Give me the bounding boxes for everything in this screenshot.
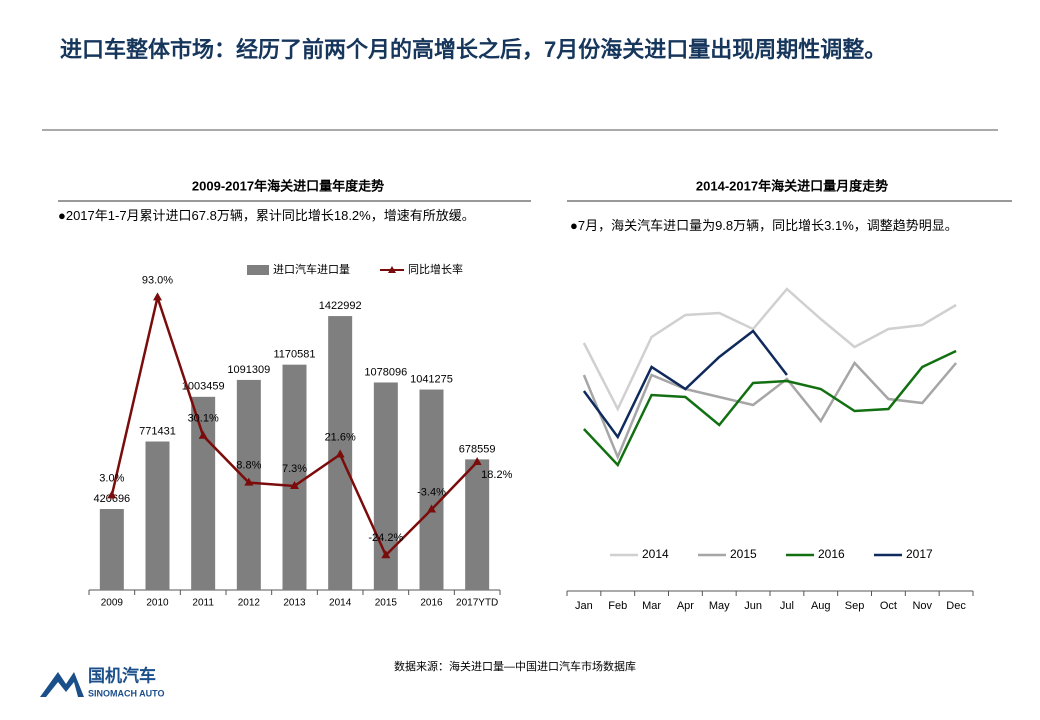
line-marker: [244, 477, 254, 486]
slide-title: 进口车整体市场：经历了前两个月的高增长之后，7月份海关进口量出现周期性调整。: [60, 37, 887, 62]
logo-icon: [46, 682, 78, 697]
data-label: 1091309: [227, 364, 270, 376]
bar: [373, 382, 398, 590]
data-label: 21.6%: [325, 431, 356, 443]
data-label: -3.4%: [417, 486, 446, 498]
chart-note: ●7月，海关汽车进口量为9.8万辆，同比增长3.1%，调整趋势明显。: [570, 218, 958, 233]
data-label: -24.2%: [368, 532, 403, 544]
data-label: 420696: [93, 493, 130, 505]
data-label: 8.8%: [236, 460, 261, 472]
x-tick-label: 2014: [329, 598, 352, 609]
bar: [145, 441, 170, 590]
x-tick-label: Aug: [811, 600, 831, 612]
data-label: 93.0%: [142, 274, 173, 286]
x-tick-label: 2017YTD: [456, 598, 498, 609]
x-tick-label: 2011: [192, 598, 214, 609]
legend-label: 2015: [730, 547, 757, 561]
bar: [191, 396, 216, 590]
bar: [465, 459, 490, 590]
legend-label: 2014: [642, 547, 669, 561]
legend-label: 2017: [906, 547, 933, 561]
data-label: 1041275: [410, 373, 453, 385]
line-marker: [153, 292, 162, 301]
legend-swatch: [247, 265, 269, 275]
line: [582, 287, 957, 412]
legend-label: 2016: [818, 547, 845, 561]
x-tick-label: Jul: [780, 600, 794, 612]
data-label: 771431: [139, 425, 176, 437]
x-tick-label: Oct: [880, 600, 897, 612]
data-label: 678559: [459, 443, 496, 455]
bar: [282, 364, 307, 590]
data-label: 30.1%: [188, 413, 219, 425]
line: [582, 329, 788, 440]
line: [582, 360, 958, 461]
data-label: 3.0%: [99, 472, 124, 484]
source: 数据来源：海关进口量—中国进口汽车市场数据库: [394, 659, 636, 673]
chart-title: 2014-2017年海关进口量月度走势: [696, 178, 888, 193]
x-tick-label: 2012: [238, 598, 261, 609]
line-marker: [381, 550, 391, 559]
x-tick-label: Nov: [912, 600, 932, 612]
line-marker: [290, 480, 299, 489]
x-tick-label: Feb: [608, 600, 627, 612]
logo-text: 国机汽车: [88, 665, 156, 685]
data-label: 1003459: [182, 381, 225, 393]
data-label: 1078096: [364, 366, 407, 378]
x-tick-label: 2015: [375, 598, 398, 609]
x-tick-label: 2009: [101, 598, 124, 609]
data-label: 18.2%: [481, 469, 512, 481]
legend-label: 进口汽车进口量: [273, 262, 350, 276]
x-tick-label: Dec: [946, 600, 966, 612]
legend-marker: [388, 266, 396, 273]
x-tick-label: Mar: [642, 600, 661, 612]
x-tick-label: 2016: [420, 598, 443, 609]
bar: [419, 389, 444, 590]
line: [583, 349, 957, 468]
x-tick-label: Apr: [677, 600, 694, 612]
chart-note: ●2017年1-7月累计进口67.8万辆，累计同比增长18.2%，增速有所放缓。: [58, 208, 475, 223]
x-tick-label: 2013: [283, 598, 306, 609]
logo-text: SINOMACH AUTO: [88, 688, 165, 698]
x-tick-label: Sep: [845, 600, 865, 612]
data-label: 1422992: [319, 300, 362, 312]
data-label: 1170581: [273, 349, 315, 361]
line-marker: [427, 504, 436, 513]
legend-label: 同比增长率: [408, 262, 463, 276]
line-marker: [472, 456, 482, 465]
bar: [99, 509, 124, 590]
x-tick-label: Jun: [744, 600, 762, 612]
x-tick-label: 2010: [146, 598, 169, 609]
x-tick-label: Jan: [575, 600, 593, 612]
line-marker: [198, 430, 208, 439]
data-label: 7.3%: [282, 463, 307, 475]
line-marker: [107, 490, 117, 499]
line-marker: [335, 449, 345, 458]
x-tick-label: May: [709, 600, 730, 612]
chart-title: 2009-2017年海关进口量年度走势: [192, 178, 384, 193]
